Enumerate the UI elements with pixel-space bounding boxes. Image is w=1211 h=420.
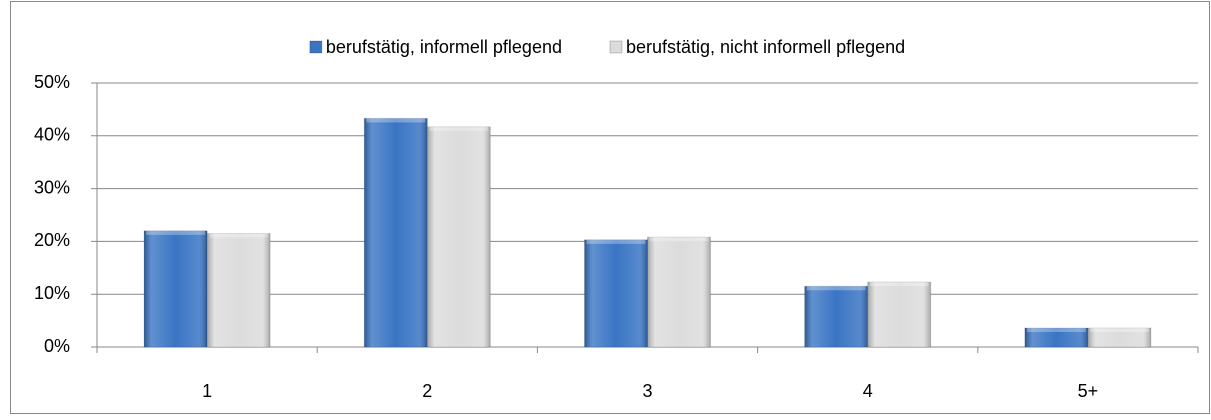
legend-swatch (309, 40, 323, 54)
bar-shade (427, 126, 491, 347)
bar-shade (144, 230, 208, 347)
bar-shade (1024, 327, 1088, 347)
bar-cap (1026, 327, 1086, 332)
bar-cap (146, 230, 206, 235)
bar-shade (1087, 327, 1151, 347)
bar-shade (867, 282, 931, 347)
bar-shade (804, 286, 868, 347)
y-tick-label: 10% (34, 283, 70, 303)
bar-cap (1089, 327, 1149, 332)
bar-cap (586, 239, 646, 244)
x-tick-label: 4 (863, 381, 873, 401)
bar-shade (207, 233, 271, 347)
bar-cap (209, 233, 269, 238)
x-tick-label: 2 (422, 381, 432, 401)
bar-cap (869, 282, 929, 287)
x-tick-label: 5+ (1078, 381, 1099, 401)
y-tick-label: 50% (34, 72, 70, 92)
chart-border (10, 1, 1210, 414)
bar-cap (366, 118, 426, 123)
bar-cap (649, 237, 709, 242)
bar-shade (584, 239, 648, 347)
y-tick-label: 30% (34, 177, 70, 197)
legend-swatch (609, 40, 623, 54)
bar-cap (806, 286, 866, 291)
legend-label: berufstätig, nicht informell pflegend (626, 37, 905, 57)
bar-shade (647, 237, 711, 347)
y-tick-label: 0% (44, 336, 70, 356)
y-tick-label: 20% (34, 230, 70, 250)
y-tick-label: 40% (34, 125, 70, 145)
bar-cap (429, 126, 489, 131)
bar-shade (364, 118, 428, 347)
legend-label: berufstätig, informell pflegend (326, 37, 562, 57)
x-tick-label: 1 (202, 381, 212, 401)
x-tick-label: 3 (642, 381, 652, 401)
